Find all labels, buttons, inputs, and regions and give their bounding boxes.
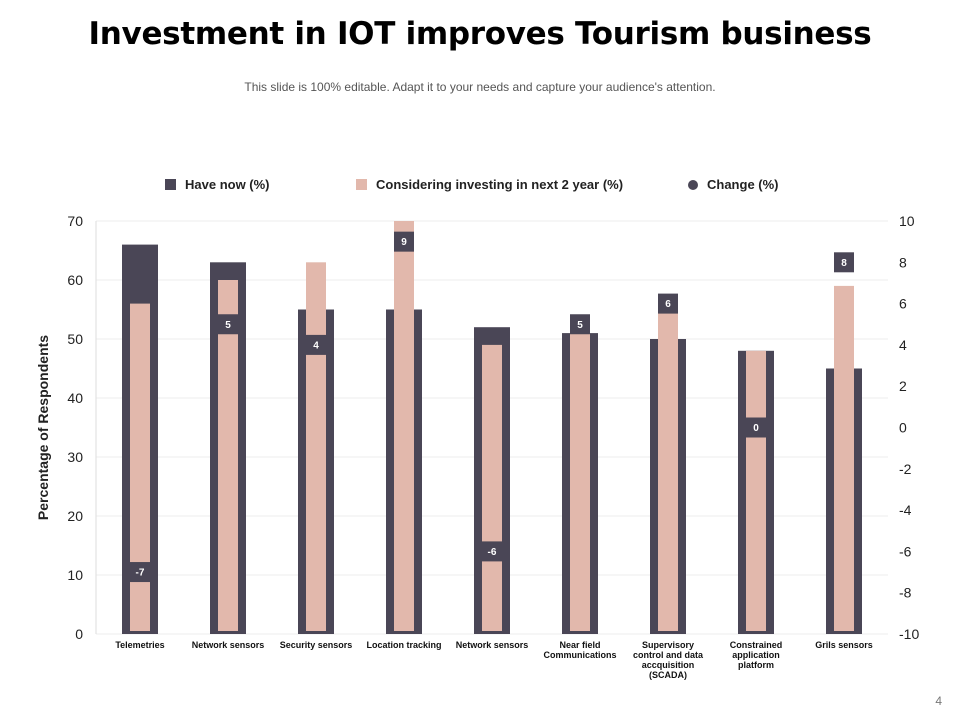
legend-swatch-have-now (165, 179, 176, 190)
change-marker-7 (746, 417, 766, 438)
category-label-line: Telemetries (115, 640, 164, 650)
y2-tick-label-0: -10 (899, 626, 919, 642)
category-label-8: Grils sensors (815, 640, 873, 650)
y2-tick-label-4: -2 (899, 461, 912, 477)
bar-considering-7 (746, 350, 766, 631)
y2-tick-label-5: 0 (899, 420, 907, 436)
change-label-1: 5 (225, 320, 231, 331)
change-marker-4 (482, 541, 502, 562)
bar-considering-1 (218, 280, 238, 631)
y-tick-label-3: 30 (67, 449, 83, 465)
y-tick-label-4: 40 (67, 390, 83, 406)
change-label-4: -6 (488, 547, 497, 558)
change-marker-1 (218, 314, 238, 335)
change-label-3: 9 (401, 237, 407, 248)
change-marker-0 (130, 562, 150, 583)
legend-label-have-now: Have now (%) (185, 177, 270, 192)
legend-label-considering: Considering investing in next 2 year (%) (376, 177, 624, 192)
category-label-0: Telemetries (115, 640, 164, 650)
y2-tick-label-9: 8 (899, 254, 907, 270)
category-label-line: Supervisory (642, 640, 694, 650)
category-label-line: Location tracking (366, 640, 441, 650)
category-label-6: Supervisory control and data accquisition(… (633, 640, 704, 680)
change-marker-3 (394, 231, 414, 252)
bar-considering-6 (658, 303, 678, 631)
legend-item-considering: Considering investing in next 2 year (%) (356, 177, 623, 192)
category-label-4: Network sensors (456, 640, 529, 650)
legend-item-have-now: Have now (%) (165, 177, 270, 192)
bar-considering-4 (482, 344, 502, 631)
category-label-line: control and data (633, 650, 704, 660)
bar-considering-0 (130, 303, 150, 631)
legend-label-change: Change (%) (707, 177, 779, 192)
category-label-line: Constrained (730, 640, 783, 650)
category-label-line: platform (738, 660, 774, 670)
category-label-line: application (732, 650, 780, 660)
category-label-line: accquisition (642, 660, 695, 670)
change-label-5: 5 (577, 320, 583, 331)
change-marker-8 (834, 252, 854, 273)
category-label-line: Network sensors (192, 640, 265, 650)
bar-considering-3 (394, 221, 414, 631)
y-tick-label-7: 70 (67, 213, 83, 229)
y-tick-label-6: 60 (67, 272, 83, 288)
change-marker-2 (306, 334, 326, 355)
bar-considering-8 (834, 285, 854, 631)
page-number: 4 (935, 694, 942, 708)
legend-dot-change (688, 179, 698, 190)
legend-swatch-considering (356, 179, 367, 190)
y-tick-label-1: 10 (67, 567, 83, 583)
legend-item-change: Change (%) (688, 177, 779, 192)
y2-tick-label-8: 6 (899, 296, 907, 312)
category-label-line: Communications (543, 650, 616, 660)
y-tick-label-0: 0 (75, 626, 83, 642)
change-label-2: 4 (313, 340, 319, 351)
change-label-0: -7 (136, 568, 145, 579)
y2-tick-label-3: -4 (899, 502, 912, 518)
category-label-line: Security sensors (280, 640, 353, 650)
y2-tick-label-7: 4 (899, 337, 907, 353)
y2-tick-label-1: -8 (899, 585, 912, 601)
change-label-8: 8 (841, 258, 847, 269)
page-subtitle: This slide is 100% editable. Adapt it to… (244, 80, 716, 94)
category-label-1: Network sensors (192, 640, 265, 650)
bar-considering-2 (306, 262, 326, 631)
category-label-2: Security sensors (280, 640, 353, 650)
change-marker-6 (658, 293, 678, 314)
page-title: Investment in IOT improves Tourism busin… (88, 16, 872, 52)
category-label-line: Grils sensors (815, 640, 873, 650)
y2-tick-label-2: -6 (899, 543, 912, 559)
y-tick-label-2: 20 (67, 508, 83, 524)
change-label-6: 6 (665, 299, 671, 310)
category-label-7: Constrained application platform (730, 640, 783, 670)
y2-tick-label-10: 10 (899, 213, 915, 229)
category-label-line: (SCADA) (649, 670, 687, 680)
category-label-line: Network sensors (456, 640, 529, 650)
y-tick-label-5: 50 (67, 331, 83, 347)
category-label-line: Near field (559, 640, 600, 650)
category-label-5: Near field Communications (543, 640, 616, 660)
y2-tick-label-6: 2 (899, 378, 907, 394)
y-axis-title: Percentage of Respondents (35, 335, 51, 520)
change-marker-5 (570, 314, 590, 335)
change-label-7: 0 (753, 423, 759, 434)
category-label-3: Location tracking (366, 640, 441, 650)
bar-considering-5 (570, 321, 590, 631)
chart-legend: Have now (%) Considering investing in ne… (0, 177, 960, 195)
